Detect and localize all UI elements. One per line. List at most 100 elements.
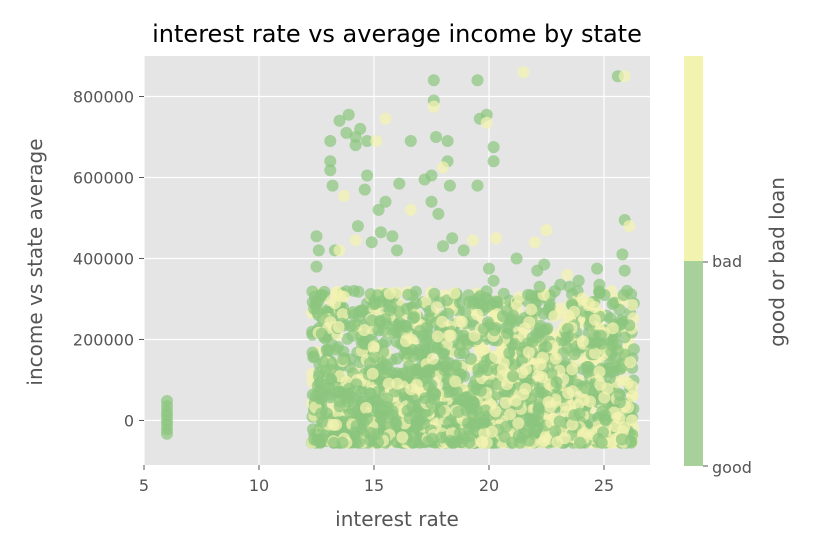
- good-loan-point: [401, 347, 414, 360]
- good-loan-point: [454, 339, 467, 352]
- good-loan-point: [364, 357, 376, 370]
- good-loan-point: [618, 264, 631, 277]
- y-axis-ticks: 0 200000 400000 600000 800000: [73, 87, 144, 430]
- bad-loan-point: [332, 321, 345, 333]
- good-loan-point: [549, 425, 562, 438]
- bad-loan-point: [431, 330, 444, 343]
- good-loan-point: [317, 356, 330, 368]
- bad-loan-point: [549, 352, 562, 365]
- good-loan-point: [368, 298, 380, 311]
- bad-loan-point: [337, 290, 350, 303]
- x-tick-label: 5: [139, 476, 149, 495]
- good-loan-point: [472, 297, 485, 310]
- good-loan-point: [527, 416, 540, 429]
- good-loan-point: [453, 296, 466, 309]
- good-loan-point: [402, 360, 415, 372]
- bad-loan-point: [453, 315, 466, 328]
- good-loan-point: [410, 368, 423, 381]
- good-loan-point: [457, 395, 470, 408]
- bad-loan-point: [548, 310, 561, 323]
- y-axis-label: income vs state average: [23, 138, 47, 385]
- bad-loan-point: [480, 436, 493, 449]
- good-loan-point: [613, 303, 626, 316]
- bad-loan-point: [536, 436, 549, 449]
- good-loan-point: [573, 407, 586, 420]
- good-loan-point: [397, 319, 410, 332]
- bad-loan-point: [358, 324, 371, 337]
- bad-loan-point: [338, 189, 351, 202]
- good-loan-point: [354, 122, 367, 135]
- bad-loan-point: [624, 356, 637, 369]
- bad-loan-point: [626, 298, 639, 311]
- good-loan-point: [581, 361, 593, 373]
- bad-loan-point: [426, 352, 439, 365]
- good-loan-point: [357, 417, 370, 430]
- good-loan-point: [410, 297, 423, 310]
- good-loan-point: [621, 284, 633, 297]
- good-loan-point: [161, 427, 173, 440]
- good-loan-point: [499, 420, 512, 433]
- good-loan-point: [618, 331, 631, 344]
- bad-loan-point: [437, 161, 449, 174]
- good-loan-point: [496, 310, 509, 323]
- good-loan-point: [627, 343, 640, 356]
- bad-loan-point: [327, 418, 340, 431]
- good-loan-point: [572, 274, 585, 287]
- good-loan-point: [315, 288, 328, 301]
- good-loan-point: [488, 324, 501, 337]
- good-loan-point: [430, 131, 443, 143]
- good-loan-point: [414, 324, 427, 337]
- good-loan-point: [483, 262, 495, 275]
- good-loan-point: [428, 287, 441, 300]
- bad-loan-point: [427, 100, 440, 113]
- good-loan-point: [418, 344, 431, 356]
- good-loan-point: [471, 179, 484, 192]
- bad-loan-point: [584, 395, 596, 408]
- bad-loan-point: [504, 408, 517, 421]
- good-loan-point: [471, 74, 484, 87]
- good-loan-point: [333, 114, 346, 127]
- good-loan-point: [361, 169, 374, 182]
- bad-loan-point: [604, 436, 617, 449]
- x-tick-label: 10: [249, 476, 269, 495]
- bad-loan-point: [366, 367, 379, 380]
- good-loan-point: [425, 169, 438, 182]
- good-loan-point: [437, 347, 450, 360]
- good-loan-point: [352, 285, 365, 298]
- good-loan-point: [450, 385, 463, 398]
- bad-loan-point: [566, 385, 579, 398]
- good-loan-point: [320, 343, 333, 356]
- bad-loan-point: [540, 224, 553, 237]
- good-loan-point: [538, 258, 551, 271]
- bad-loan-point: [542, 396, 555, 409]
- good-loan-point: [616, 248, 629, 261]
- bad-loan-point: [468, 329, 481, 342]
- colorbar-tick-label-good: good: [712, 458, 752, 477]
- good-loan-point: [372, 203, 385, 216]
- good-loan-point: [614, 389, 626, 402]
- good-loan-point: [349, 436, 362, 449]
- bad-loan-point: [588, 301, 601, 314]
- good-loan-point: [543, 300, 556, 313]
- good-loan-point: [351, 220, 364, 233]
- good-loan-point: [312, 370, 325, 383]
- good-loan-point: [599, 414, 612, 427]
- good-loan-point: [443, 179, 456, 192]
- good-loan-point: [336, 436, 349, 449]
- bad-loan-point: [367, 340, 380, 353]
- good-loan-point: [498, 430, 511, 443]
- good-loan-point: [324, 164, 337, 177]
- good-loan-point: [490, 378, 503, 391]
- bad-loan-point: [333, 244, 346, 257]
- bad-loan-point: [576, 292, 589, 305]
- bad-loan-point: [561, 268, 574, 281]
- good-loan-point: [328, 436, 340, 449]
- good-loan-point: [595, 436, 608, 449]
- good-loan-point: [623, 319, 636, 332]
- good-loan-point: [526, 335, 539, 348]
- good-loan-point: [527, 427, 540, 440]
- bad-loan-point: [517, 66, 530, 79]
- good-loan-point: [453, 427, 466, 440]
- good-loan-point: [441, 294, 453, 307]
- good-loan-point: [533, 380, 546, 393]
